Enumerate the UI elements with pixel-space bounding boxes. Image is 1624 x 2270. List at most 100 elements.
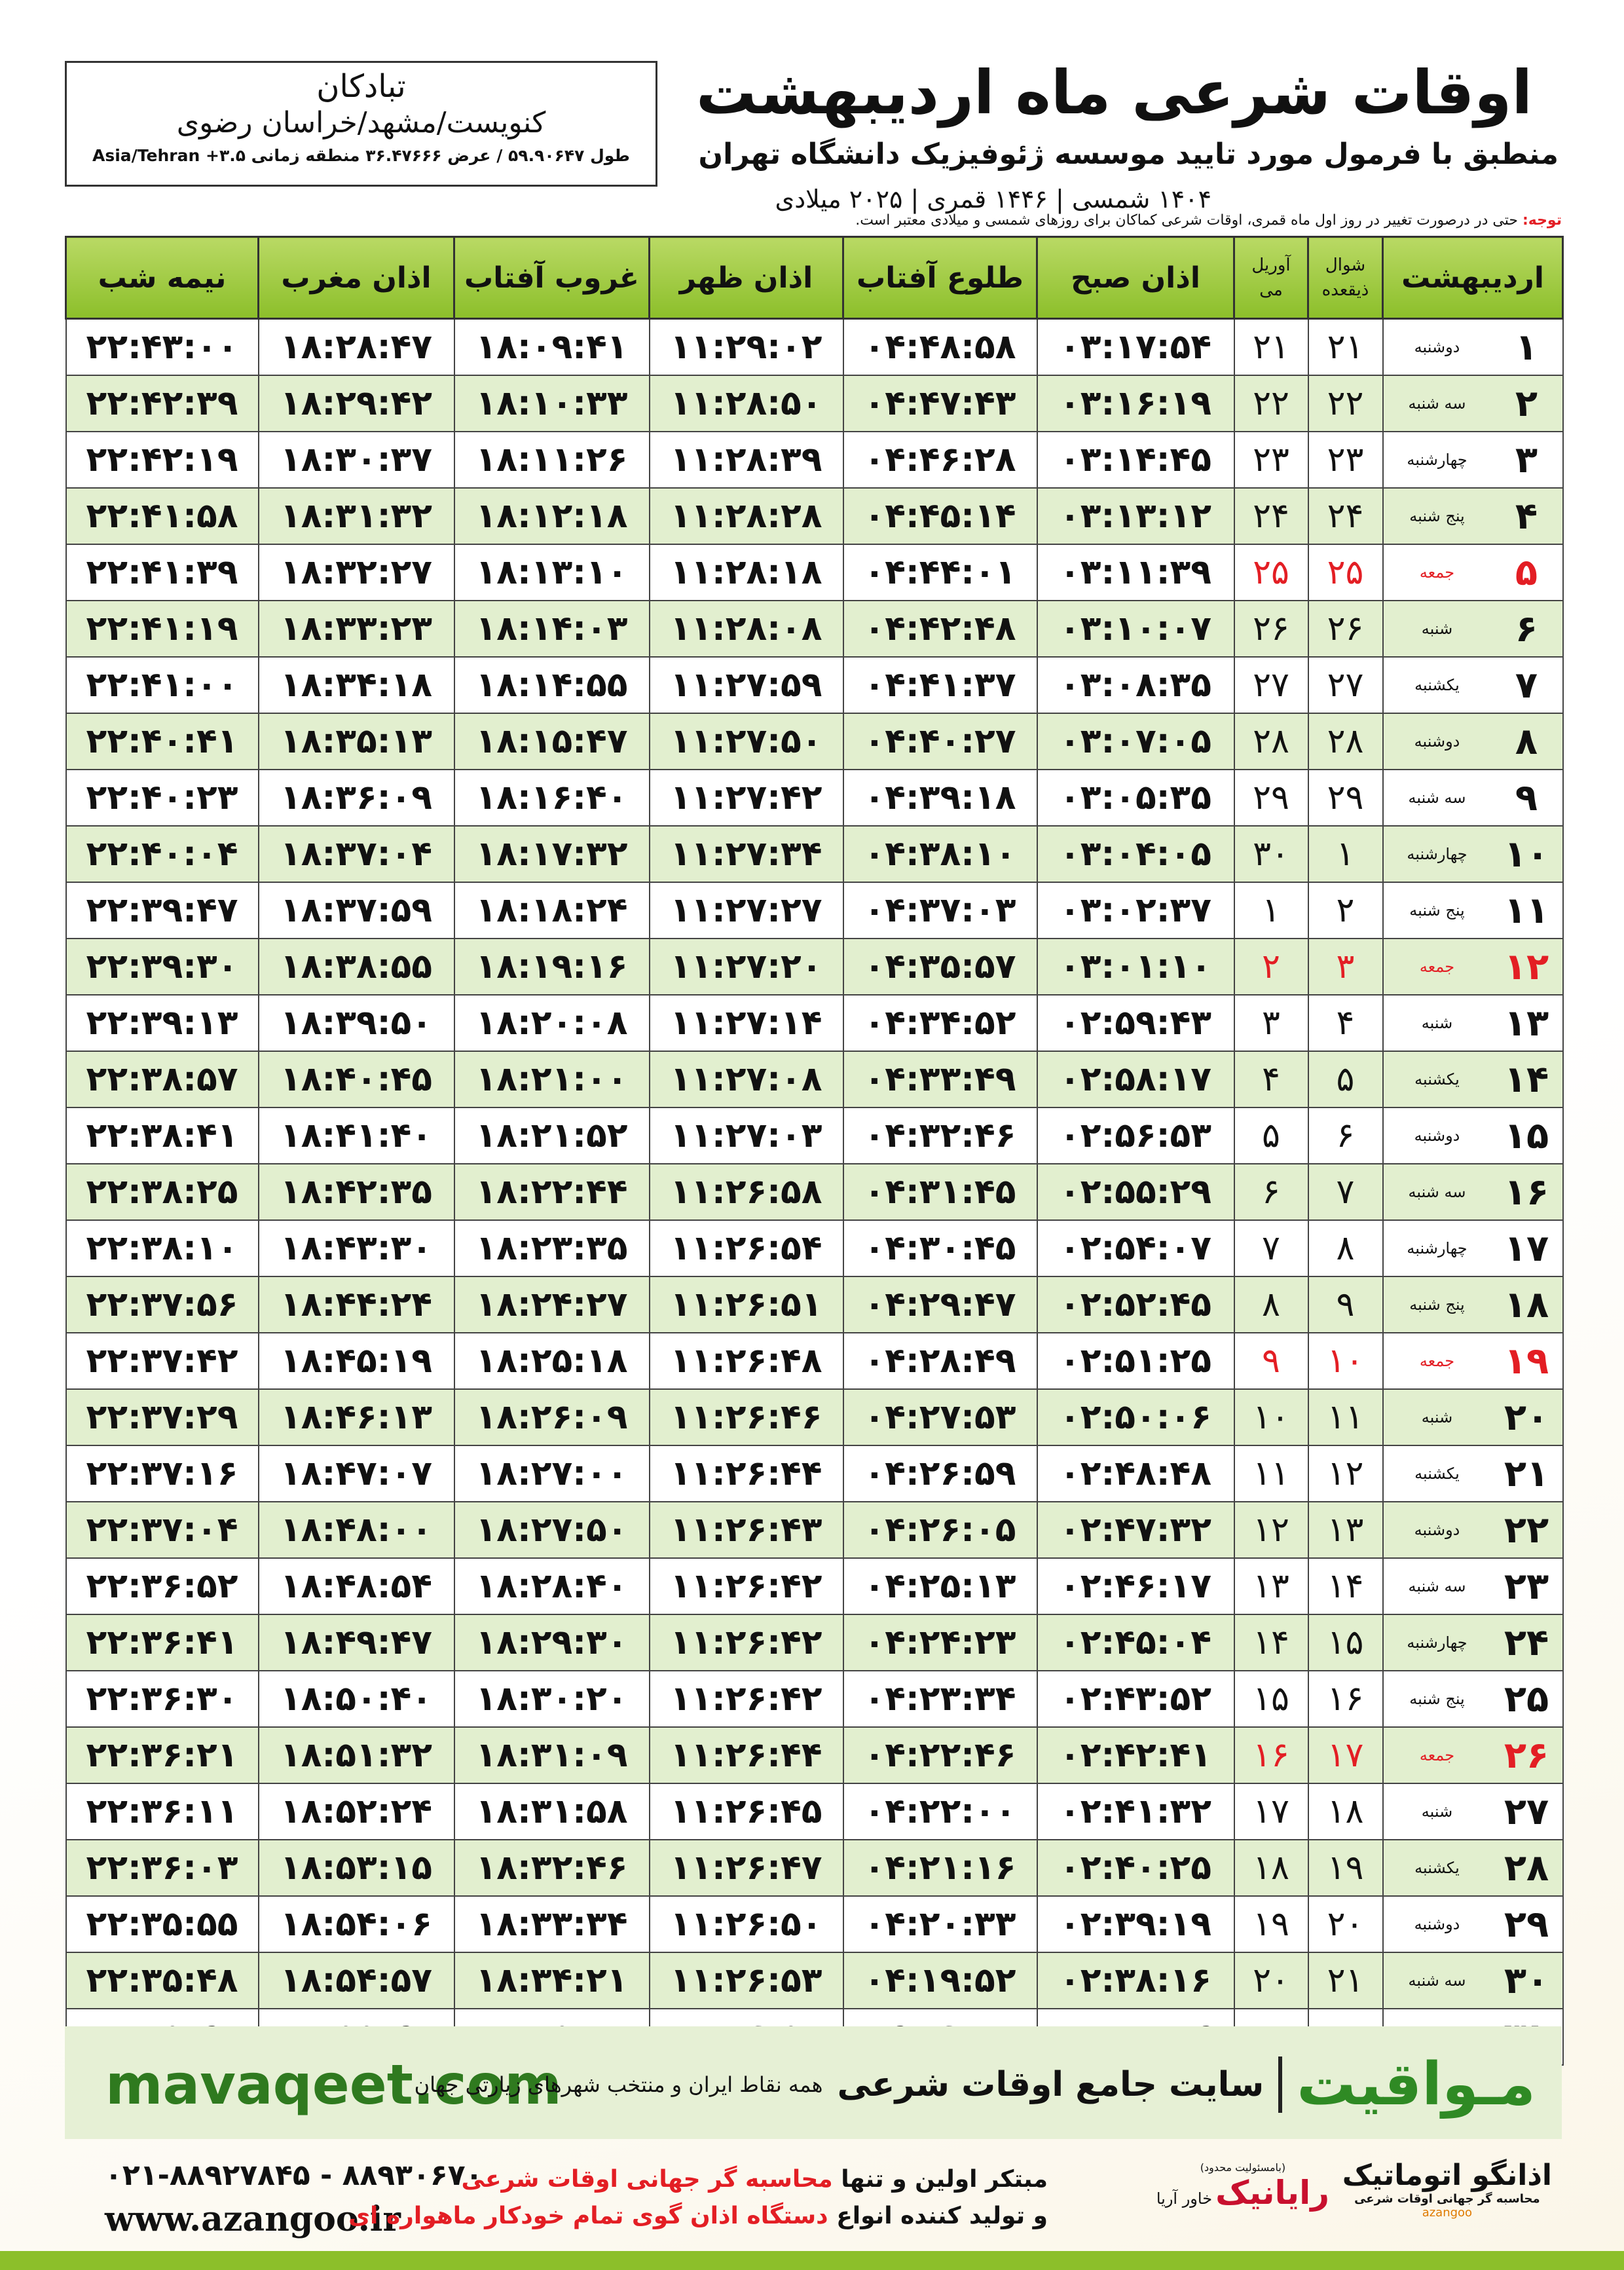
row: ۷ یکشنبه ۲۷ ۲۷ ۰۳:۰۸:۳۵ ۰۴:۴۱:۳۷ ۱۱:۲۷:۵۹ ۱۸:۱۴… <box>65 656 1564 714</box>
weekday: جمعه <box>1382 544 1491 601</box>
header-line: ذیقعده <box>1321 280 1369 300</box>
prayer-time: ۲۲:۳۷:۵۶ <box>65 1276 259 1333</box>
gregorian-day: ۶ <box>1233 1163 1309 1221</box>
column-header: شوال ذیقعده <box>1307 236 1384 320</box>
weekday: سه شنبه <box>1382 375 1491 432</box>
line: و تولید کننده انواع دستگاه اذان گوی تمام… <box>348 2198 1048 2235</box>
day-number: ۸ <box>1490 713 1564 770</box>
prayer-time: ۰۲:۵۸:۱۷ <box>1036 1051 1235 1108</box>
prayer-time: ۰۴:۱۹:۵۲ <box>842 1952 1038 2009</box>
weekday: یکشنبه <box>1382 1445 1491 1502</box>
prayer-time: ۱۸:۱۸:۲۴ <box>453 882 650 939</box>
prayer-time: ۱۸:۲۰:۰۸ <box>453 994 650 1052</box>
hijri-day: ۸ <box>1307 1219 1384 1277</box>
hijri-day: ۶ <box>1307 1107 1384 1164</box>
prayer-time: ۱۱:۲۶:۴۲ <box>648 1670 844 1728</box>
logo-sub: خاور آریا <box>1156 2189 1213 2208</box>
prayer-time: ۰۴:۲۰:۳۳ <box>842 1895 1038 1953</box>
tagline: همه نقاط ایران و منتخب شهرهای زیارتی جها… <box>414 2072 823 2097</box>
hijri-day: ۱۱ <box>1307 1388 1384 1446</box>
header-row: اردیبهشت شوال ذیقعده آوریل می اذان صبح طلوع آف… <box>65 236 1564 320</box>
prayer-time: ۱۸:۴۶:۱۳ <box>257 1388 455 1446</box>
row: ۱۸ پنج شنبه ۹ ۸ ۰۲:۵۲:۴۵ ۰۴:۲۹:۴۷ ۱۱:۲۶:۵۱ ۱۸:۲… <box>65 1276 1564 1333</box>
prayer-time: ۰۲:۳۸:۱۶ <box>1036 1952 1235 2009</box>
prayer-time: ۱۸:۱۹:۱۶ <box>453 938 650 995</box>
prayer-time: ۰۴:۳۹:۱۸ <box>842 769 1038 827</box>
row: ۳۰ سه شنبه ۲۱ ۲۰ ۰۲:۳۸:۱۶ ۰۴:۱۹:۵۲ ۱۱:۲۶:۵۳ ۱۸:… <box>65 1952 1564 2009</box>
prayer-time: ۰۳:۰۱:۱۰ <box>1036 938 1235 995</box>
prayer-time: ۰۴:۳۲:۴۶ <box>842 1107 1038 1164</box>
prayer-time: ۱۸:۱۷:۳۲ <box>453 825 650 883</box>
prayer-time: ۱۱:۲۷:۴۲ <box>648 769 844 827</box>
prayer-time: ۱۸:۲۱:۵۲ <box>453 1107 650 1164</box>
gregorian-day: ۱۵ <box>1233 1670 1309 1728</box>
logo-rayanik: (بامسئولیت محدود) رایانیک خاور آریا <box>1156 2161 1329 2212</box>
slogan: سایت جامع اوقات شرعی <box>837 2064 1264 2104</box>
prayer-time: ۱۸:۴۸:۰۰ <box>257 1501 455 1559</box>
day-number: ۱۷ <box>1490 1219 1564 1277</box>
prayer-time: ۱۱:۲۶:۵۱ <box>648 1276 844 1333</box>
prayer-time: ۰۳:۰۴:۰۵ <box>1036 825 1235 883</box>
prayer-time: ۰۴:۴۱:۳۷ <box>842 656 1038 714</box>
prayer-time: ۱۱:۲۶:۴۲ <box>648 1557 844 1615</box>
prayer-time: ۲۲:۴۰:۴۱ <box>65 713 259 770</box>
prayer-time: ۲۲:۳۵:۴۸ <box>65 1952 259 2009</box>
gregorian-day: ۲۶ <box>1233 600 1309 658</box>
prayer-time: ۱۸:۳۴:۱۸ <box>257 656 455 714</box>
prayer-time: ۱۱:۲۶:۴۸ <box>648 1332 844 1390</box>
column-header: اردیبهشت <box>1382 236 1564 320</box>
prayer-time: ۰۳:۱۱:۳۹ <box>1036 544 1235 601</box>
prayer-time: ۰۳:۰۸:۳۵ <box>1036 656 1235 714</box>
column-header: آوریل می <box>1233 236 1309 320</box>
row: ۶ شنبه ۲۶ ۲۶ ۰۳:۱۰:۰۷ ۰۴:۴۲:۴۸ ۱۱:۲۸:۰۸ ۱۸:۱۴:۰… <box>65 600 1564 658</box>
line: مبتکر اولین و تنها محاسبه گر جهانی اوقات… <box>348 2161 1048 2198</box>
prayer-time: ۱۸:۲۹:۳۰ <box>453 1614 650 1671</box>
prayer-time: ۱۱:۲۷:۲۷ <box>648 882 844 939</box>
row: ۲۲ دوشنبه ۱۳ ۱۲ ۰۲:۴۷:۳۲ ۰۴:۲۶:۰۵ ۱۱:۲۶:۴۳ ۱۸:۲… <box>65 1501 1564 1559</box>
hijri-day: ۱۹ <box>1307 1839 1384 1897</box>
weekday: سه شنبه <box>1382 769 1491 827</box>
note-label: توجه: <box>1522 212 1562 229</box>
row: ۱۶ سه شنبه ۷ ۶ ۰۲:۵۵:۲۹ ۰۴:۳۱:۴۵ ۱۱:۲۶:۵۸ ۱۸:۲۲… <box>65 1163 1564 1221</box>
prayer-time: ۰۳:۱۳:۱۲ <box>1036 487 1235 545</box>
site-url: mavaqeet.com <box>105 2053 562 2117</box>
prayer-time: ۰۴:۲۶:۰۵ <box>842 1501 1038 1559</box>
day-number: ۲ <box>1490 375 1564 432</box>
prayer-time: ۱۸:۲۷:۰۰ <box>453 1445 650 1502</box>
day-number: ۱۴ <box>1490 1051 1564 1108</box>
gregorian-day: ۲۸ <box>1233 713 1309 770</box>
prayer-time: ۲۲:۴۰:۲۳ <box>65 769 259 827</box>
prayer-time: ۰۴:۴۶:۲۸ <box>842 431 1038 489</box>
hijri-day: ۴ <box>1307 994 1384 1052</box>
prayer-time: ۰۴:۲۴:۲۳ <box>842 1614 1038 1671</box>
day-number: ۱۲ <box>1490 938 1564 995</box>
brand-line: مـواقیت سایت جامع اوقات شرعی همه نقاط ای… <box>415 2050 1536 2119</box>
prayer-time: ۱۸:۵۳:۱۵ <box>257 1839 455 1897</box>
prayer-time: ۲۲:۳۹:۳۰ <box>65 938 259 995</box>
prayer-time: ۰۴:۳۵:۵۷ <box>842 938 1038 995</box>
prayer-time: ۱۸:۰۹:۴۱ <box>453 318 650 376</box>
day-number: ۲۰ <box>1490 1388 1564 1446</box>
column-header: نیمه شب <box>65 236 259 320</box>
gregorian-day: ۱۰ <box>1233 1388 1309 1446</box>
prayer-time: ۲۲:۴۰:۰۴ <box>65 825 259 883</box>
prayer-time: ۰۳:۰۲:۳۷ <box>1036 882 1235 939</box>
hijri-day: ۱۴ <box>1307 1557 1384 1615</box>
gregorian-day: ۲۵ <box>1233 544 1309 601</box>
header-line: اذان ظهر <box>679 261 813 295</box>
coordinates: طول ۵۹.۹۰۶۴۷ / عرض ۳۶.۴۷۶۶۶ منطقه زمانی … <box>92 146 630 165</box>
weekday: یکشنبه <box>1382 1051 1491 1108</box>
gregorian-day: ۸ <box>1233 1276 1309 1333</box>
prayer-time: ۱۸:۳۶:۰۹ <box>257 769 455 827</box>
day-number: ۱۸ <box>1490 1276 1564 1333</box>
prayer-time: ۱۸:۲۸:۴۰ <box>453 1557 650 1615</box>
header-line: شوال <box>1325 255 1366 275</box>
weekday: پنج شنبه <box>1382 1276 1491 1333</box>
weekday: شنبه <box>1382 600 1491 658</box>
prayer-time: ۱۸:۲۷:۵۰ <box>453 1501 650 1559</box>
year-line: ۱۴۰۴ شمسی | ۱۴۴۶ قمری | ۲۰۲۵ میلادی <box>775 185 1211 214</box>
prayer-time: ۰۴:۲۶:۵۹ <box>842 1445 1038 1502</box>
prayer-time: ۱۸:۵۴:۰۶ <box>257 1895 455 1953</box>
highlight: دستگاه اذان گوی تمام خودکار ماهواره ای <box>348 2203 828 2229</box>
